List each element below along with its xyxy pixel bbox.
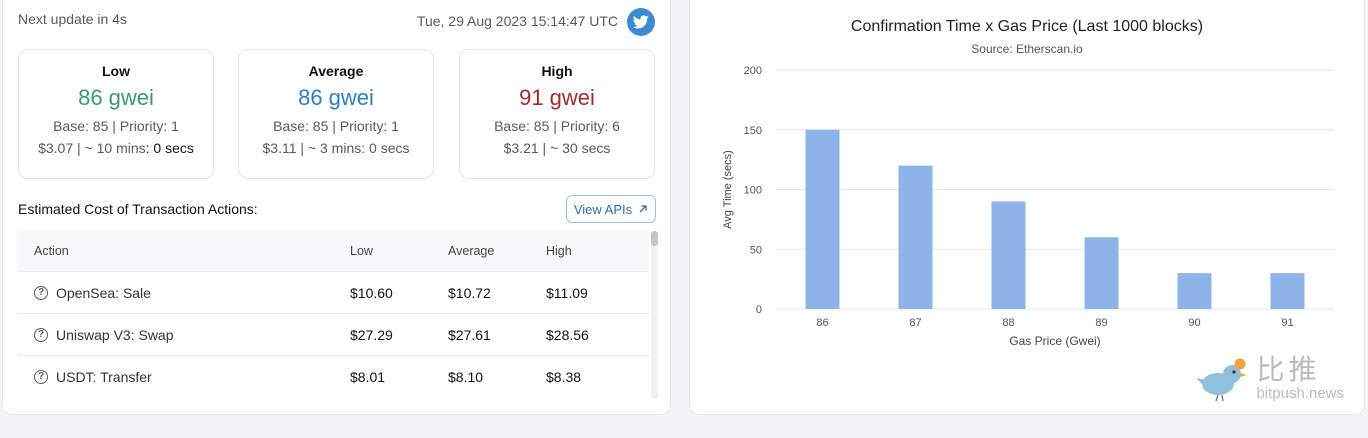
watermark-subtext: bitpush.news [1256,385,1344,402]
cell-average: $10.72 [448,284,491,301]
confirmation-time-chart: 0 50 100 150 200 86 87 88 89 90 91 Gas Price (Gwei)… [722,65,1334,348]
bird-logo-icon [1196,358,1248,402]
twitter-share-button[interactable] [627,8,655,36]
column-header-average: Average [448,244,495,258]
cell-low: $10.60 [350,284,393,301]
x-tick-label: 86 [816,317,828,329]
timestamp: Tue, 29 Aug 2023 15:14:47 UTC [416,13,618,29]
gas-card-label: High [541,63,573,79]
table-header: Action Low Average High [18,231,649,271]
cell-low: $27.29 [350,326,393,343]
gas-card-cost: $3.07 [38,140,74,156]
action-name: OpenSea: Sale [56,284,151,301]
gas-tracker-panel: Next update in 4s Tue, 29 Aug 2023 15:14… [2,0,671,415]
gas-card-cost: $3.21 [503,140,539,156]
next-update-text: Next update in 4s [18,11,127,27]
table-row: ? Uniswap V3: Swap $27.29 $27.61 $28.56 [18,313,649,355]
x-tick-label: 89 [1095,317,1107,329]
view-apis-button[interactable]: View APIs [566,195,656,223]
column-header-high: High [546,244,572,258]
y-tick-label: 100 [744,185,762,197]
bar-86 [805,129,840,309]
chart-title: Confirmation Time x Gas Price (Last 1000… [850,18,1204,35]
gas-card-average: Average 86 gwei Base: 85 | Priority: 1 $… [238,49,434,179]
y-tick-label: 50 [750,244,762,256]
cell-average: $27.61 [448,326,491,343]
x-tick-label: 87 [909,317,921,329]
gas-card-value: 86 gwei [298,85,374,110]
cell-high: $11.09 [546,284,588,301]
gas-card-cost-time: $3.07 | ~ 10 mins: 0 secs [19,140,213,156]
chart-subtitle: Source: Etherscan.io [971,42,1083,56]
column-header-low: Low [350,244,373,258]
cell-high: $8.38 [546,368,582,385]
watermark-text: 比推 [1256,354,1321,385]
y-axis-label: Avg Time (secs) [722,150,734,229]
gas-card-time: | ~ 30 secs [538,140,611,156]
action-name: USDT: Transfer [56,368,152,385]
cell-high: $28.56 [546,326,589,343]
twitter-bird-icon [633,15,649,29]
gas-card-base-priority: Base: 85 | Priority: 1 [53,118,179,134]
bar-90 [1177,273,1212,309]
table-scrollbar-thumb[interactable] [651,231,658,246]
x-axis-label: Gas Price (Gwei) [1009,334,1100,348]
bar-91 [1270,273,1305,309]
gas-card-label: Low [102,63,130,79]
gas-card-time: | ~ 3 mins [296,140,362,156]
gas-card-base-priority: Base: 85 | Priority: 1 [273,118,399,134]
column-header-action: Action [34,244,69,258]
gas-card-base-priority: Base: 85 | Priority: 6 [494,118,620,134]
gas-card-low: Low 86 gwei Base: 85 | Priority: 1 $3.07… [18,49,214,179]
question-circle-icon[interactable]: ? [34,327,48,342]
gas-card-time-secs: : 0 secs [361,140,410,156]
gas-card-time-secs: : 0 secs [145,140,194,156]
cell-low: $8.01 [350,368,386,385]
estimated-cost-title: Estimated Cost of Transaction Actions: [18,201,258,217]
question-circle-icon[interactable]: ? [34,285,48,300]
bar-87 [898,165,933,309]
watermark: 比推 bitpush.news [1196,355,1344,402]
y-tick-label: 200 [744,65,762,77]
bar-88 [991,201,1026,309]
gas-card-label: Average [308,63,364,79]
gas-card-cost-time: $3.21 | ~ 30 secs [460,140,654,156]
gas-card-high: High 91 gwei Base: 85 | Priority: 6 $3.2… [459,49,655,179]
y-tick-label: 150 [744,125,762,137]
table-row: ? OpenSea: Sale $10.60 $10.72 $11.09 [18,271,649,313]
chart-panel: Confirmation Time x Gas Price (Last 1000… [689,0,1365,415]
x-tick-label: 88 [1002,317,1014,329]
gas-card-value: 86 gwei [78,85,154,110]
x-tick-label: 91 [1281,317,1293,329]
gas-card-cost-time: $3.11 | ~ 3 mins: 0 secs [239,140,433,156]
table-row: ? USDT: Transfer $8.01 $8.10 $8.38 [18,355,649,397]
transaction-cost-table: Action Low Average High ? OpenSea: Sale $… [18,231,649,399]
table-scrollbar[interactable] [651,231,658,399]
gas-card-cost: $3.11 [262,140,297,156]
bar-89 [1084,237,1119,309]
gas-card-time: | ~ 10 mins [73,140,146,156]
question-circle-icon[interactable]: ? [34,369,48,384]
action-name: Uniswap V3: Swap [56,326,174,343]
x-tick-label: 90 [1188,317,1200,329]
cell-average: $8.10 [448,368,484,385]
gas-card-value: 91 gwei [519,85,595,110]
external-link-arrow-icon [639,205,647,213]
y-tick-label: 0 [756,304,762,316]
view-apis-label: View APIs [573,201,633,217]
